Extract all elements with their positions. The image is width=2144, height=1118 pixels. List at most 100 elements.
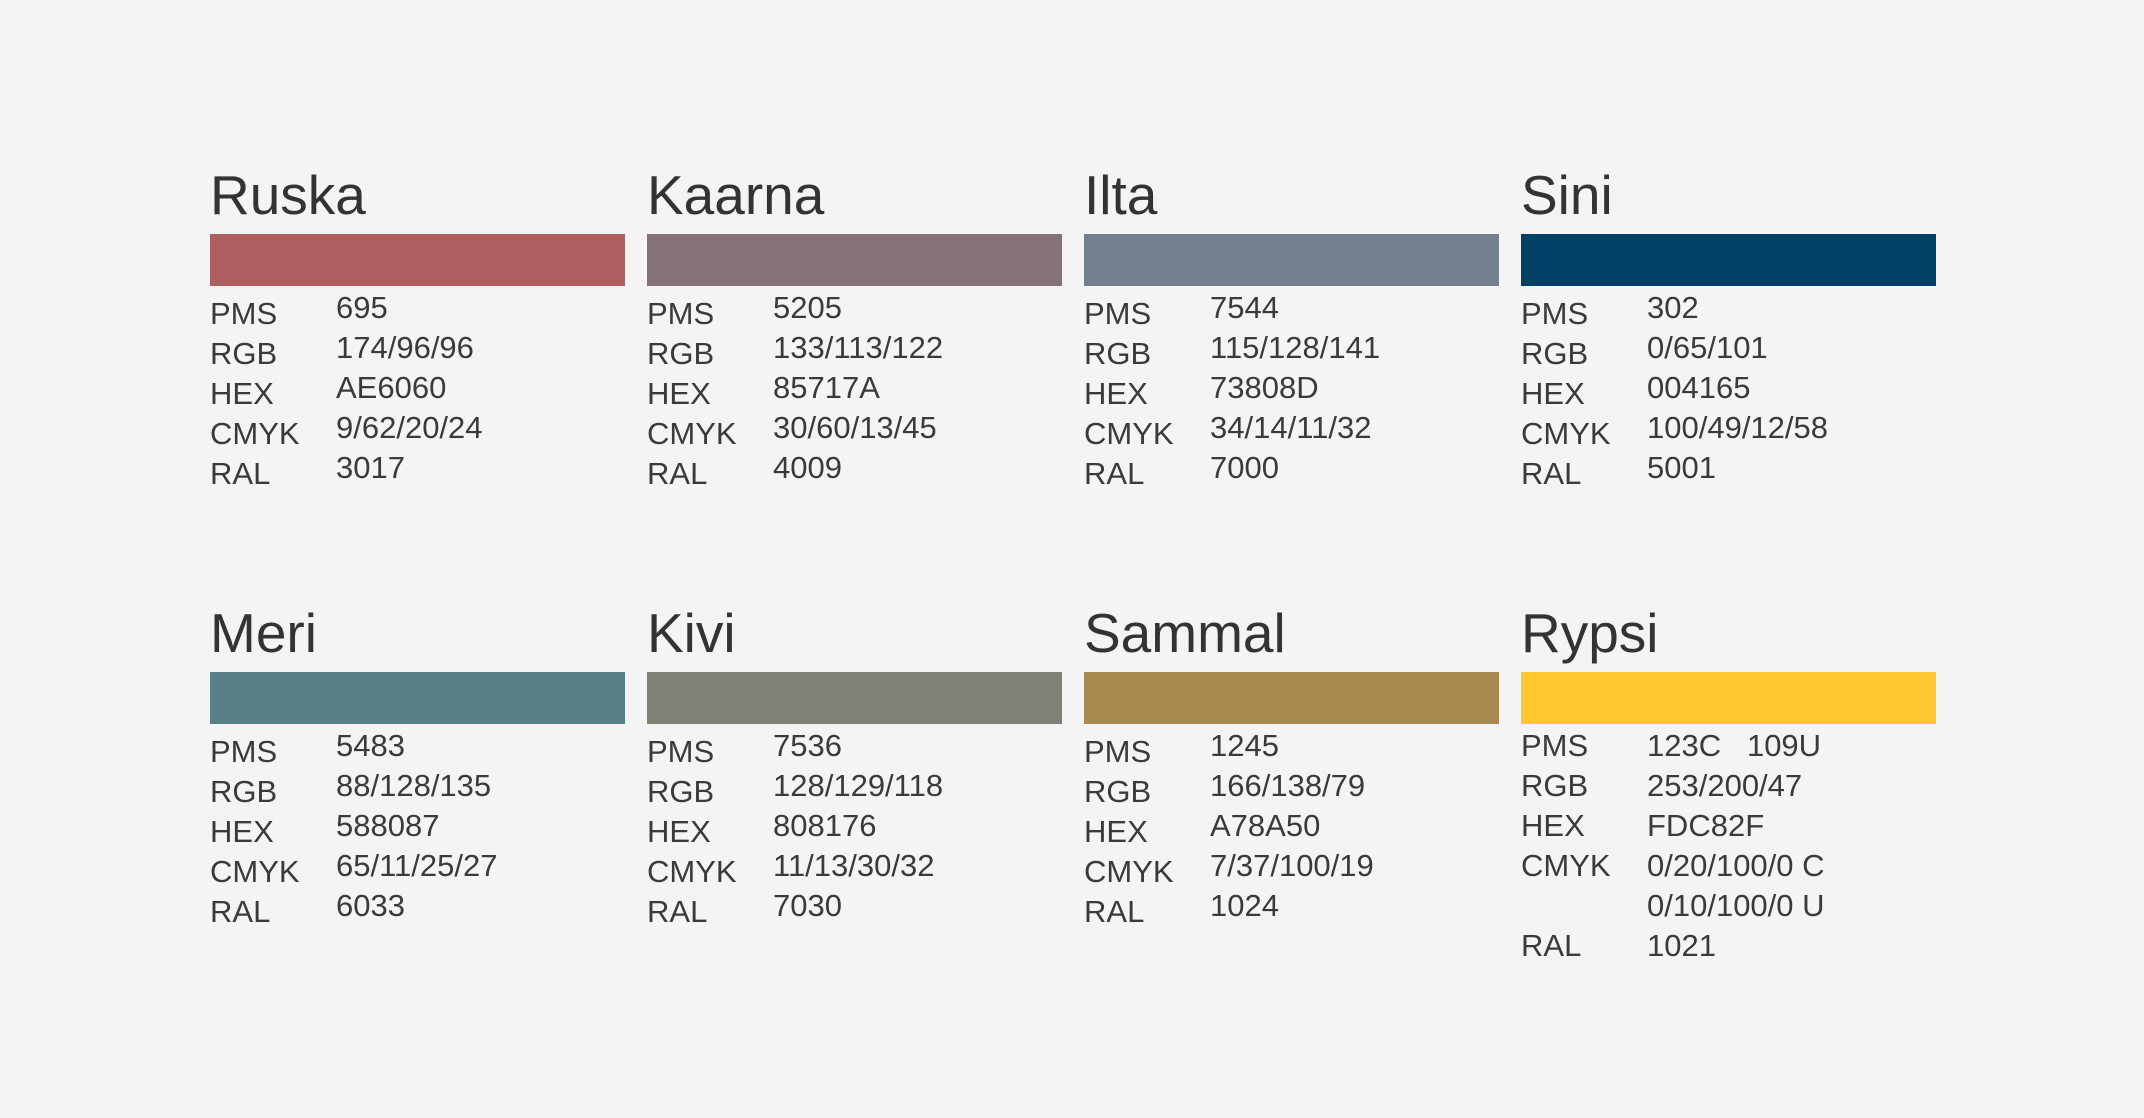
spec-value-rgb: 0/65/101 [1647, 330, 1768, 365]
spec-value-cmyk: 9/62/20/24 [336, 410, 483, 445]
spec-value-cmyk: 100/49/12/58 [1647, 410, 1829, 445]
color-swatch [1521, 234, 1936, 286]
spec-label-rgb: RGB [1084, 336, 1152, 371]
spec-value-cmyk-2: 0/10/100/0 U [1647, 888, 1825, 923]
spec-label-rgb: RGB [1521, 768, 1589, 803]
color-name: Ilta [1084, 164, 1158, 226]
spec-value-cmyk: 0/20/100/0 C [1647, 848, 1825, 883]
spec-row-cmyk: CMYK 11/13/30/32 [647, 848, 1062, 889]
spec-value-rgb: 88/128/135 [336, 768, 492, 803]
spec-row-cmyk: CMYK 65/11/25/27 [210, 848, 625, 889]
spec-row-rgb: RGB 115/128/141 [1084, 330, 1499, 371]
color-swatch [647, 234, 1062, 286]
spec-value-rgb: 133/113/122 [773, 330, 944, 365]
spec-value-ral: 3017 [336, 450, 405, 485]
spec-label-pms: PMS [1521, 296, 1589, 331]
spec-label-cmyk: CMYK [1521, 416, 1611, 451]
spec-label-rgb: RGB [210, 336, 278, 371]
spec-label-rgb: RGB [647, 774, 715, 809]
spec-row-ral: RAL 6033 [210, 888, 625, 929]
color-name: Meri [210, 602, 317, 664]
spec-label-pms: PMS [1521, 728, 1589, 763]
spec-label-pms: PMS [1084, 734, 1152, 769]
spec-row-rgb: RGB 133/113/122 [647, 330, 1062, 371]
spec-row-ral: RAL 3017 [210, 450, 625, 491]
spec-row-hex: HEX 73808D [1084, 370, 1499, 411]
spec-label-ral: RAL [647, 456, 708, 491]
spec-label-pms: PMS [210, 734, 278, 769]
spec-row-hex: HEX 808176 [647, 808, 1062, 849]
color-swatch [210, 234, 625, 286]
color-name: Kaarna [647, 164, 825, 226]
spec-value-hex: AE6060 [336, 370, 447, 405]
spec-value-hex: 73808D [1210, 370, 1319, 405]
spec-label-cmyk: CMYK [1084, 416, 1174, 451]
spec-value-cmyk: 34/14/11/32 [1210, 410, 1372, 445]
spec-row-hex: HEX 588087 [210, 808, 625, 849]
spec-value-cmyk: 7/37/100/19 [1210, 848, 1374, 883]
spec-label-hex: HEX [647, 376, 711, 411]
spec-value-pms: 302 [1647, 290, 1699, 325]
spec-label-ral: RAL [1521, 456, 1582, 491]
spec-label-ral: RAL [210, 456, 271, 491]
spec-row-cmyk: CMYK 34/14/11/32 [1084, 410, 1499, 451]
spec-row-ral: RAL 5001 [1521, 450, 1936, 491]
color-specs: PMS 123C 109U RGB 253/200/47 HEX FDC82F CMY… [1521, 728, 1936, 968]
spec-value-hex: A78A50 [1210, 808, 1321, 843]
spec-row-pms: PMS 302 [1521, 290, 1936, 331]
spec-value-cmyk: 65/11/25/27 [336, 848, 498, 883]
color-specs: PMS 5483 RGB 88/128/135 HEX 588087 CMYK 65/1… [210, 728, 625, 929]
spec-value-hex: 85717A [773, 370, 880, 405]
spec-value-rgb: 115/128/141 [1210, 330, 1381, 365]
spec-value-pms: 123C 109U [1647, 728, 1822, 763]
spec-row-cmyk: CMYK 100/49/12/58 [1521, 410, 1936, 451]
spec-value-hex: 004165 [1647, 370, 1751, 405]
spec-row-rgb: RGB 253/200/47 [1521, 768, 1936, 808]
spec-value-ral: 6033 [336, 888, 405, 923]
spec-row-cmyk: CMYK 7/37/100/19 [1084, 848, 1499, 889]
spec-label-cmyk: CMYK [210, 416, 300, 451]
spec-row-hex: HEX AE6060 [210, 370, 625, 411]
spec-label-rgb: RGB [1521, 336, 1589, 371]
spec-value-pms: 5483 [336, 728, 405, 763]
spec-value-ral: 7000 [1210, 450, 1279, 485]
spec-value-pms: 695 [336, 290, 388, 325]
spec-value-rgb: 166/138/79 [1210, 768, 1366, 803]
spec-label-hex: HEX [210, 814, 274, 849]
spec-value-ral: 7030 [773, 888, 842, 923]
spec-label-rgb: RGB [210, 774, 278, 809]
spec-row-ral: RAL 1024 [1084, 888, 1499, 929]
spec-row-hex: HEX A78A50 [1084, 808, 1499, 849]
spec-label-cmyk: CMYK [210, 854, 300, 889]
spec-label-hex: HEX [1084, 814, 1148, 849]
spec-label-pms: PMS [1084, 296, 1152, 331]
color-swatch [210, 672, 625, 724]
color-specs: PMS 5205 RGB 133/113/122 HEX 85717A CMYK 30/… [647, 290, 1062, 491]
spec-label-hex: HEX [1521, 808, 1585, 843]
color-swatch [1084, 672, 1499, 724]
color-specs: PMS 1245 RGB 166/138/79 HEX A78A50 CMYK 7/37… [1084, 728, 1499, 929]
spec-row-cmyk: CMYK 0/20/100/0 C [1521, 848, 1936, 888]
color-name: Sini [1521, 164, 1613, 226]
spec-row-rgb: RGB 166/138/79 [1084, 768, 1499, 809]
spec-row-hex: HEX FDC82F [1521, 808, 1936, 848]
spec-value-hex: 808176 [773, 808, 877, 843]
color-swatch [1521, 672, 1936, 724]
spec-value-cmyk: 11/13/30/32 [773, 848, 935, 883]
spec-value-pms: 7544 [1210, 290, 1279, 325]
spec-label-ral: RAL [1521, 928, 1582, 963]
spec-label-cmyk: CMYK [1521, 848, 1611, 883]
spec-value-rgb: 253/200/47 [1647, 768, 1803, 803]
spec-label-cmyk: CMYK [647, 854, 737, 889]
spec-value-hex: FDC82F [1647, 808, 1765, 843]
spec-value-ral: 5001 [1647, 450, 1716, 485]
spec-label-cmyk: CMYK [1084, 854, 1174, 889]
spec-row-hex: HEX 85717A [647, 370, 1062, 411]
spec-value-ral: 4009 [773, 450, 842, 485]
spec-value-rgb: 128/129/118 [773, 768, 944, 803]
spec-row-cmyk: CMYK 30/60/13/45 [647, 410, 1062, 451]
spec-value-pms: 5205 [773, 290, 842, 325]
color-specs: PMS 7544 RGB 115/128/141 HEX 73808D CMYK 34/… [1084, 290, 1499, 491]
spec-label-ral: RAL [1084, 456, 1145, 491]
color-swatch [1084, 234, 1499, 286]
